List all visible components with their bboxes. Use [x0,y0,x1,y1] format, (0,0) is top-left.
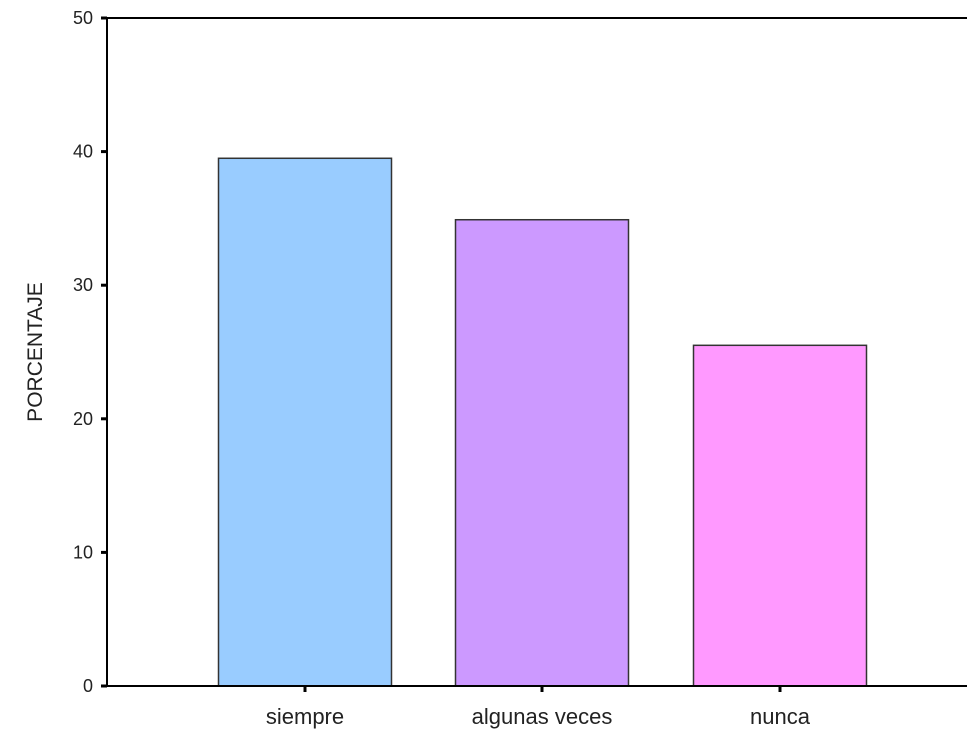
y-axis-title: PORCENTAJE [24,282,47,422]
y-ticks-group: 0 10 20 30 40 50 [73,8,107,696]
x-category-label: siempre [266,704,344,729]
y-tick-label: 40 [73,142,93,162]
y-tick-label: 20 [73,409,93,429]
y-tick-label: 50 [73,8,93,28]
bar-algunas-veces [454,218,630,687]
x-category-label: nunca [750,704,811,729]
x-ticks-group: siempre algunas veces nunca [266,686,811,729]
y-tick-label: 0 [83,676,93,696]
y-tick-label: 10 [73,542,93,562]
y-tick-label: 30 [73,275,93,295]
bar-nunca [692,344,868,687]
x-category-label: algunas veces [472,704,613,729]
bars-group [217,157,868,687]
bar-siempre [217,157,393,687]
